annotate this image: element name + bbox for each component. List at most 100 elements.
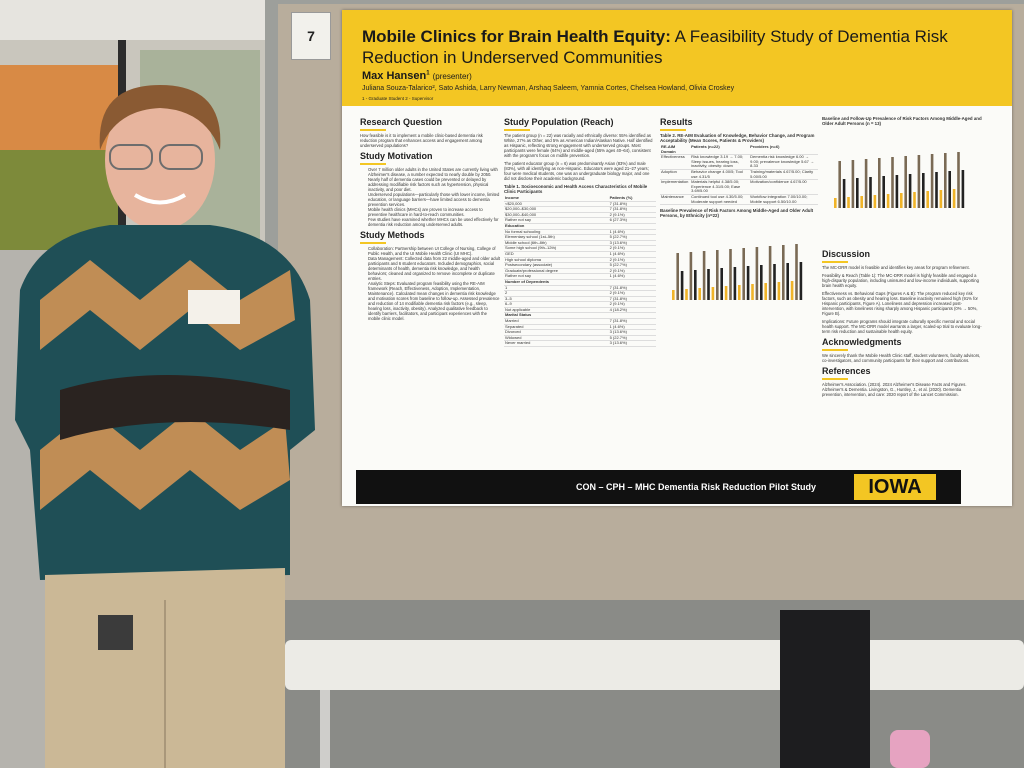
- table-cell: Marital Status: [504, 313, 609, 320]
- paragraph: The patient educator group (n = 6) was p…: [504, 161, 650, 181]
- table-cell: 1 (4.6%): [608, 324, 656, 331]
- table-row: Maintenance Continued tool use 4.30/5.00;…: [660, 194, 818, 206]
- list-item: Over 7 million older adults in the Unite…: [368, 167, 500, 177]
- table-cell: Postsecondary (associate): [504, 262, 609, 269]
- table-cell: $30,000–$40,000: [504, 212, 609, 219]
- table-cell: Implementation: [660, 179, 691, 195]
- table-cell: 7 (31.8%): [608, 207, 656, 213]
- table-cell: Training/materials 4.67/5.00; Clarity 5.…: [749, 169, 818, 181]
- table-row: RE-AIM Domain Patients (n=22) Providers (n…: [660, 144, 818, 156]
- table-cell: 7 (31.8%): [608, 318, 656, 325]
- figure-bar-decor: [957, 152, 960, 208]
- sweater-pattern: [40, 260, 295, 350]
- presenter-sup: 1: [426, 70, 430, 77]
- list-item: Data Management: Collected data from 22 …: [368, 256, 500, 281]
- table-row: Some high school (9th–12th) 2 (9.1%): [504, 246, 656, 252]
- affiliations: 1 - Graduate Student 2 - Supervisor: [362, 96, 434, 101]
- table-cell: Education: [504, 223, 609, 230]
- table-cell: 3–5: [504, 296, 609, 303]
- section-heading: Discussion: [822, 249, 982, 263]
- iowa-logo: IOWA: [854, 474, 936, 500]
- list-item: Mobile health clinics (MHCs) are proven …: [368, 207, 500, 217]
- table-row: GED 1 (4.6%): [504, 251, 656, 258]
- tag-number: 7: [291, 12, 331, 60]
- table-cell: 3 (13.6%): [608, 330, 656, 336]
- section-heading: Research Question: [360, 117, 500, 131]
- bench: [285, 640, 1024, 690]
- figure-bar-decor: [882, 176, 885, 208]
- paragraph: Feasibility & Reach (Table 1): The MC-DR…: [822, 273, 979, 288]
- figure-bar-decor: [716, 250, 719, 301]
- figure-bar-decor: [891, 157, 894, 208]
- table-cell: Income: [504, 195, 609, 202]
- table-cell: Patients (n=22): [690, 144, 750, 156]
- figure-bar-decor: [856, 178, 859, 208]
- figure-bar-decor: [680, 271, 684, 301]
- figure-bar-decor: [782, 245, 785, 301]
- title-bold: Mobile Clinics for Brain Health Equity:: [362, 27, 671, 46]
- table-cell: 1 (4.6%): [608, 251, 656, 258]
- paragraph: The MC-DRR model is feasible and identif…: [822, 265, 970, 270]
- table-cell: Some high school (9th–12th): [504, 246, 609, 252]
- table-cell: No formal schooling: [504, 229, 609, 236]
- table-row: Middle school (6th–8th) 3 (13.6%): [504, 240, 656, 247]
- figure-bar-decor: [838, 161, 841, 208]
- poster: Mobile Clinics for Brain Health Equity: …: [342, 10, 1012, 506]
- bench-leg: [320, 690, 330, 768]
- table-cell: Dementia risk knowledge 6.00 → 9.00; pre…: [749, 154, 818, 170]
- section-heading: References: [822, 366, 982, 380]
- authors: Juliana Souza-Talarico², Sato Ashida, La…: [362, 85, 735, 92]
- figure-bar-decor: [720, 268, 723, 301]
- table-cell: Never married: [504, 341, 609, 347]
- table-cell: 6 (27.3%): [608, 218, 656, 224]
- table-cell: 6–9: [504, 302, 609, 308]
- figure-bar-decor: [886, 194, 890, 208]
- table-row: Divorced 3 (13.6%): [504, 330, 656, 336]
- table-cell: 2 (9.1%): [608, 257, 656, 264]
- table-row: No formal schooling 1 (4.6%): [504, 229, 656, 236]
- table-title: Table 2. RE-AIM Evaluation of Knowledge,…: [660, 133, 815, 143]
- table-cell: 7 (31.8%): [608, 201, 656, 208]
- figure-bar-decor: [939, 190, 943, 208]
- figure-bar-decor: [873, 195, 877, 208]
- list-item: Collaboration: Partnership between UI Co…: [368, 246, 500, 256]
- table-row: Married 7 (31.8%): [504, 318, 656, 325]
- keys: [98, 615, 133, 650]
- figure-bar-decor: [702, 251, 706, 301]
- glasses: [159, 144, 203, 170]
- table-cell: $20,000–$30,000: [504, 207, 609, 213]
- figure-bar-decor: [760, 265, 763, 301]
- figure-bar-decor: [961, 170, 965, 208]
- table-cell: 3 (13.6%): [608, 341, 656, 347]
- figure-art: [834, 152, 965, 208]
- table-cell: [608, 312, 656, 320]
- list-item: Nearly half of dementia cases could be p…: [368, 177, 500, 192]
- figure-bar-decor: [729, 249, 732, 301]
- figure-bar-decor: [913, 192, 916, 208]
- table-row: $20,000–$30,000 7 (31.8%): [504, 207, 656, 213]
- table-row: Effectiveness Risk knowledge 3.19 → 7.00;…: [660, 154, 818, 170]
- presenter: Max Hansen: [362, 70, 427, 82]
- table-cell: Effectiveness: [660, 154, 691, 170]
- table-row: Implementation Materials helpful 4.38/5.0…: [660, 179, 818, 195]
- figure-bar-decor: [711, 287, 715, 301]
- section-heading: Study Motivation: [360, 151, 500, 165]
- paragraph: The patient group (n = 22) was racially …: [504, 133, 653, 158]
- table-cell: 1 (4.6%): [608, 274, 656, 280]
- figure-bar-decor: [842, 179, 846, 208]
- figure-bar-decor: [908, 174, 912, 208]
- table-cell: High school diploma: [504, 257, 609, 264]
- person-legs: [780, 610, 870, 768]
- table: Income Patients (%) <$20,000 7 (31.8%) $20,0…: [504, 195, 656, 347]
- table-cell: 2 (9.1%): [608, 212, 656, 219]
- table-cell: Materials helpful 4.38/5.00; Experience …: [690, 179, 750, 195]
- figure-bar-decor: [851, 160, 855, 208]
- name-badge: [188, 290, 240, 324]
- footer-text: CON – CPH – MHC Dementia Risk Reduction …: [576, 482, 817, 492]
- figure-bar-decor: [922, 173, 925, 208]
- figure-title: Baseline Prevalence of Risk Factors Amon…: [660, 208, 814, 219]
- table-row: High school diploma 2 (9.1%): [504, 257, 656, 264]
- poster-footer: CON – CPH – MHC Dementia Risk Reduction …: [356, 470, 961, 504]
